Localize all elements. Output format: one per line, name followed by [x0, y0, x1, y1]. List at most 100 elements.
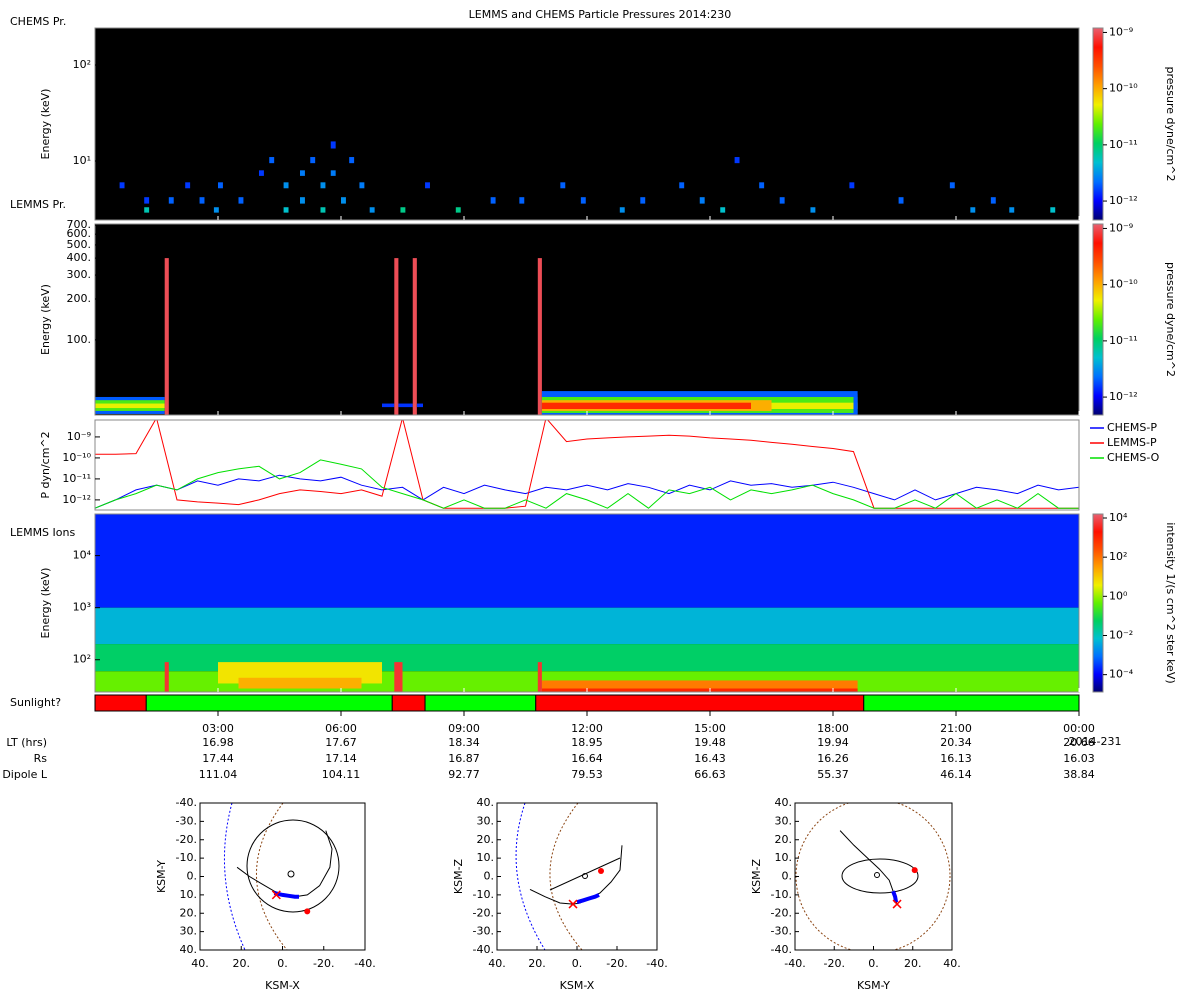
y-tick-label: -20. — [771, 906, 792, 919]
ephemeris-value: 66.63 — [694, 768, 726, 781]
y-tick-label: 10² — [73, 58, 91, 71]
x-tick-label: -20. — [606, 957, 627, 970]
y-tick-label: 10⁴ — [73, 549, 92, 562]
spectrogram-cell — [990, 197, 996, 204]
ephemeris-value: 18.34 — [448, 736, 480, 749]
y-tick-label: 10⁻¹¹ — [62, 472, 91, 485]
y-axis-label: KSM-Z — [452, 858, 465, 894]
y-tick-label: -10. — [473, 888, 494, 901]
cells — [95, 514, 1079, 692]
colorbar-tick-label: 10⁻² — [1109, 628, 1133, 641]
ephemeris-label: Dipole L — [2, 768, 48, 781]
panel-background — [95, 28, 1079, 220]
ephemeris-value: 17.14 — [325, 752, 357, 765]
spectrogram-cell — [541, 402, 751, 409]
y-tick-label: 10. — [775, 851, 793, 864]
spectrogram-cell — [382, 403, 395, 408]
colorbar-tick-label: 10⁻¹¹ — [1109, 334, 1138, 347]
y-tick-label: -40. — [176, 796, 197, 809]
y-tick-label: 30. — [180, 925, 198, 938]
spectrogram-cell — [699, 197, 705, 204]
y-axis-label: KSM-Y — [155, 860, 168, 893]
panel-label: Sunlight? — [10, 696, 61, 709]
spectrogram-cell — [519, 197, 525, 204]
colorbar-tick-label: 10⁻⁹ — [1109, 25, 1133, 38]
magnetopause — [223, 803, 246, 950]
x-tick-label: -40. — [784, 957, 805, 970]
y-tick-label: -40. — [473, 943, 494, 956]
sunlight-segment — [145, 694, 393, 712]
series-line — [95, 474, 1079, 509]
spectrogram-cell — [300, 197, 305, 204]
y-tick-label: 600. — [67, 227, 92, 240]
x-tick-label: 09:00 — [448, 722, 480, 735]
y-tick-label: 30. — [477, 814, 495, 827]
ephemeris-label: LT (hrs) — [6, 736, 47, 749]
y-tick-label: 10⁻¹⁰ — [62, 451, 91, 464]
spectrogram-cell — [619, 207, 625, 213]
x-tick-label: 06:00 — [325, 722, 357, 735]
panel-label: LEMMS Ions — [10, 526, 75, 539]
colorbar — [1092, 27, 1104, 221]
spectrogram-cell — [95, 607, 1079, 645]
y-tick-label: 10³ — [73, 601, 91, 614]
ephemeris-value: 19.48 — [694, 736, 726, 749]
y-tick-label: -30. — [771, 925, 792, 938]
y-tick-label: 40. — [180, 943, 198, 956]
spectrogram-cell — [164, 258, 169, 415]
spectrogram-cell — [218, 182, 223, 189]
planet — [874, 872, 880, 878]
trajectory — [236, 830, 333, 898]
x-tick-label: 21:00 — [940, 722, 972, 735]
ephemeris-value: 111.04 — [199, 768, 238, 781]
spectrogram-cell — [849, 182, 855, 189]
spectrogram-cell — [283, 182, 289, 189]
ephemeris-value: 16.87 — [448, 752, 480, 765]
x-tick-label: 12:00 — [571, 722, 603, 735]
y-tick-label: 10⁻⁹ — [67, 430, 91, 443]
spectrogram-cell — [810, 207, 816, 213]
ephemeris-value: 20.34 — [940, 736, 972, 749]
series-line — [95, 420, 1079, 509]
spectrogram-cell — [394, 662, 403, 692]
sunlight-segment — [391, 694, 426, 712]
spectrogram-cell — [490, 197, 496, 204]
sunlight-segment — [424, 694, 537, 712]
y-tick-label: 0. — [187, 870, 198, 883]
ephemeris-value: 16.43 — [694, 752, 726, 765]
spectrogram-cell — [541, 680, 858, 689]
spectrogram-cell — [1009, 207, 1015, 213]
spectrogram-cell — [1050, 207, 1056, 213]
colorbar-tick-label: 10⁻¹⁰ — [1109, 278, 1138, 291]
y-tick-label: -10. — [176, 851, 197, 864]
spectrogram-cell — [537, 258, 542, 415]
x-tick-label: -40. — [646, 957, 667, 970]
spectrogram-cell — [269, 157, 275, 164]
y-tick-label: -30. — [176, 814, 197, 827]
spectrogram-cell — [359, 182, 365, 189]
y-tick-label: 10. — [180, 888, 198, 901]
plot-frame — [794, 802, 953, 951]
end-marker — [568, 899, 578, 909]
plot-frame — [496, 802, 658, 951]
x-tick-label: 40. — [488, 957, 506, 970]
y-tick-label: 20. — [180, 906, 198, 919]
spectrogram-cell — [560, 182, 566, 189]
spectrogram-cell — [283, 207, 289, 213]
x-tick-label: 0. — [572, 957, 583, 970]
trajectory — [529, 845, 623, 905]
titan-orbit — [841, 858, 919, 894]
ephemeris-value: 46.14 — [940, 768, 972, 781]
spectrogram-cell — [949, 182, 955, 189]
x-tick-label: 20. — [904, 957, 922, 970]
bow-shock — [549, 803, 583, 950]
spectrogram-cell — [779, 197, 785, 204]
spectrogram-cell — [213, 207, 219, 213]
start-marker — [304, 908, 311, 915]
trajectory-highlight — [891, 890, 899, 903]
planet — [287, 870, 295, 878]
cells — [95, 258, 858, 415]
colorbar-tick-label: 10⁻¹⁰ — [1109, 82, 1138, 95]
